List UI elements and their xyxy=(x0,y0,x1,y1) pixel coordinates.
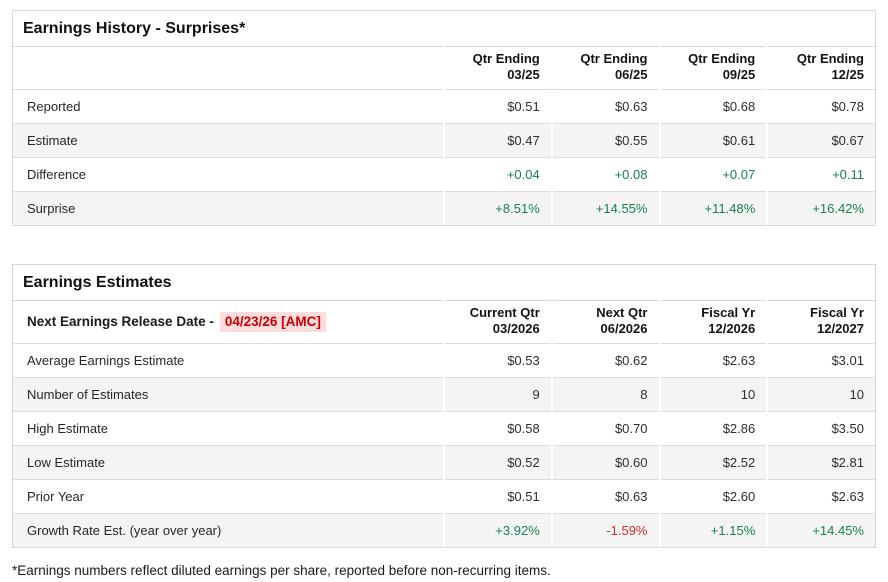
row-label: Growth Rate Est. (year over year) xyxy=(13,513,444,547)
cell-value: 9 xyxy=(443,377,552,412)
cell-value: +14.55% xyxy=(550,191,660,225)
header-row: Next Earnings Release Date - 04/23/26 [AM… xyxy=(13,300,875,344)
cell-value: $0.63 xyxy=(550,89,660,124)
cell-value: $2.63 xyxy=(766,479,875,514)
cell-value: $0.51 xyxy=(443,89,552,124)
cell-value: $2.52 xyxy=(658,445,768,480)
cell-value: +0.07 xyxy=(658,157,768,192)
cell-value: 10 xyxy=(658,377,768,412)
column-header-line2: 12/2027 xyxy=(817,321,864,336)
column-header: Qtr Ending 06/25 xyxy=(550,46,660,90)
column-header: Fiscal Yr 12/2027 xyxy=(766,300,875,344)
column-header-line1: Qtr Ending xyxy=(796,51,864,66)
cell-value: +14.45% xyxy=(766,513,875,547)
cell-value: $0.47 xyxy=(443,123,552,158)
row-label: Prior Year xyxy=(13,479,444,514)
cell-value: $2.60 xyxy=(658,479,768,514)
column-header-line1: Current Qtr xyxy=(469,305,540,320)
cell-value: $0.70 xyxy=(550,411,660,446)
cell-value: +0.04 xyxy=(443,157,552,192)
table-row-growth-rate: Growth Rate Est. (year over year) +3.92%… xyxy=(13,513,875,547)
cell-value: +0.11 xyxy=(766,157,875,192)
cell-value: 10 xyxy=(766,377,875,412)
column-header-line1: Fiscal Yr xyxy=(810,305,864,320)
column-header-line2: 06/2026 xyxy=(600,321,648,336)
cell-value: $0.58 xyxy=(443,411,552,446)
row-label: Estimate xyxy=(13,123,444,158)
release-date-label: Next Earnings Release Date - xyxy=(27,313,214,329)
cell-value: +16.42% xyxy=(766,191,875,225)
cell-value: +8.51% xyxy=(443,191,552,225)
column-header: Fiscal Yr 12/2026 xyxy=(658,300,768,344)
row-label: Reported xyxy=(13,89,444,124)
column-header-line2: 09/25 xyxy=(722,67,756,82)
column-header: Qtr Ending 03/25 xyxy=(443,46,552,90)
cell-value: $0.55 xyxy=(550,123,660,158)
cell-value: $0.51 xyxy=(443,479,552,514)
cell-value: -1.59% xyxy=(550,513,660,547)
table-row-difference: Difference +0.04 +0.08 +0.07 +0.11 xyxy=(13,157,875,192)
earnings-estimates-panel: Earnings Estimates Next Earnings Release… xyxy=(12,264,876,548)
column-header-line1: Qtr Ending xyxy=(580,51,648,66)
column-header-line2: 12/2026 xyxy=(708,321,756,336)
table-row-reported: Reported $0.51 $0.63 $0.68 $0.78 xyxy=(13,89,875,124)
cell-value: $0.52 xyxy=(443,445,552,480)
cell-value: $2.86 xyxy=(658,411,768,446)
table-row-surprise: Surprise +8.51% +14.55% +11.48% +16.42% xyxy=(13,191,875,225)
cell-value: +3.92% xyxy=(443,513,552,547)
column-header-line2: 12/25 xyxy=(831,67,864,82)
earnings-history-table: Qtr Ending 03/25 Qtr Ending 06/25 Qtr En… xyxy=(13,46,875,225)
cell-value: $0.61 xyxy=(658,123,768,158)
column-header-line2: 03/2026 xyxy=(492,321,540,336)
table-row-high-estimate: High Estimate $0.58 $0.70 $2.86 $3.50 xyxy=(13,411,875,446)
table-row-estimate: Estimate $0.47 $0.55 $0.61 $0.67 xyxy=(13,123,875,158)
column-header-line1: Qtr Ending xyxy=(472,51,540,66)
column-header-line1: Qtr Ending xyxy=(688,51,756,66)
column-header-line1: Next Qtr xyxy=(596,305,648,320)
column-header: Qtr Ending 12/25 xyxy=(766,46,875,90)
cell-value: +11.48% xyxy=(658,191,768,225)
row-label: Surprise xyxy=(13,191,444,225)
cell-value: $3.01 xyxy=(766,343,875,378)
table-row-number-of-estimates: Number of Estimates 9 8 10 10 xyxy=(13,377,875,412)
cell-value: +1.15% xyxy=(658,513,768,547)
cell-value: $0.62 xyxy=(550,343,660,378)
row-label: Low Estimate xyxy=(13,445,444,480)
cell-value: $0.60 xyxy=(550,445,660,480)
earnings-footnote: *Earnings numbers reflect diluted earnin… xyxy=(12,563,551,578)
earnings-estimates-table: Next Earnings Release Date - 04/23/26 [AM… xyxy=(13,300,875,547)
earnings-estimates-title: Earnings Estimates xyxy=(23,274,172,291)
column-header: Qtr Ending 09/25 xyxy=(658,46,768,90)
cell-value: $0.67 xyxy=(766,123,875,158)
cell-value: $0.68 xyxy=(658,89,768,124)
table-row-average-estimate: Average Earnings Estimate $0.53 $0.62 $2… xyxy=(13,343,875,378)
cell-value: $2.63 xyxy=(658,343,768,378)
column-header: Current Qtr 03/2026 xyxy=(443,300,552,344)
cell-value: $0.53 xyxy=(443,343,552,378)
column-header: Next Qtr 06/2026 xyxy=(550,300,660,344)
release-date-value: 04/23/26 [AMC] xyxy=(219,311,326,332)
cell-value: $0.63 xyxy=(550,479,660,514)
row-label: High Estimate xyxy=(13,411,444,446)
cell-value: $3.50 xyxy=(766,411,875,446)
next-earnings-release: Next Earnings Release Date - 04/23/26 [AM… xyxy=(13,300,444,344)
cell-value: $2.81 xyxy=(766,445,875,480)
column-header-line1: Fiscal Yr xyxy=(701,305,756,320)
cell-value: 8 xyxy=(550,377,660,412)
header-row: Qtr Ending 03/25 Qtr Ending 06/25 Qtr En… xyxy=(13,46,875,90)
cell-value: $0.78 xyxy=(766,89,875,124)
row-label: Difference xyxy=(13,157,444,192)
column-header-line2: 03/25 xyxy=(507,67,540,82)
row-label: Number of Estimates xyxy=(13,377,444,412)
row-label: Average Earnings Estimate xyxy=(13,343,444,378)
earnings-history-title: Earnings History - Surprises* xyxy=(23,20,246,37)
cell-value: +0.08 xyxy=(550,157,660,192)
table-row-low-estimate: Low Estimate $0.52 $0.60 $2.52 $2.81 xyxy=(13,445,875,480)
header-spacer xyxy=(13,46,444,90)
earnings-history-panel: Earnings History - Surprises* Qtr Ending… xyxy=(12,10,876,226)
table-row-prior-year: Prior Year $0.51 $0.63 $2.60 $2.63 xyxy=(13,479,875,514)
column-header-line2: 06/25 xyxy=(614,67,648,82)
